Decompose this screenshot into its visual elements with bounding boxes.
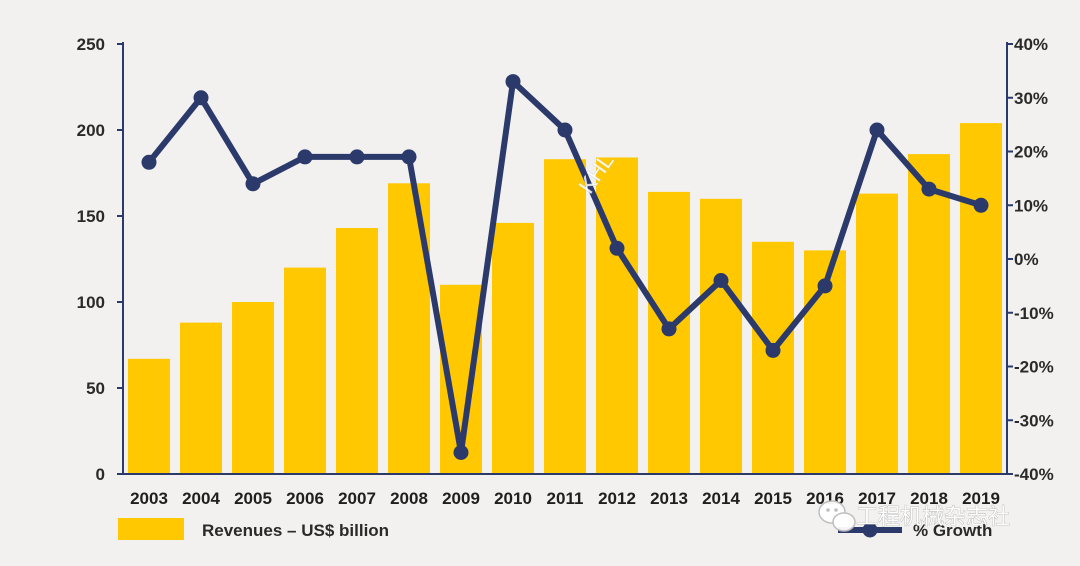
legend-label-revenues: Revenues – US$ billion [202,521,389,540]
bar-2004 [180,322,222,474]
x-tick-label: 2011 [547,489,584,508]
wechat-icon [818,500,856,532]
wechat-icon-eye [826,508,830,512]
bars-layer [128,123,1002,475]
wechat-icon-bubble-small [832,512,856,532]
x-tick-label: 2015 [754,489,792,508]
legend: Revenues – US$ billion % Growth [118,518,992,540]
growth-point-2016 [817,278,833,294]
left-tick-label: 100 [77,293,105,312]
x-tick-label: 2019 [962,489,1000,508]
x-tick-label: 2018 [910,489,948,508]
x-tick-label: 2013 [650,489,688,508]
right-tick-label: 0% [1014,250,1039,269]
bar-2018 [908,154,950,474]
growth-point-2004 [193,90,209,106]
x-tick-label: 2005 [234,489,272,508]
right-tick-label: -10% [1014,304,1054,323]
bar-2005 [232,302,274,474]
bar-2011 [544,159,586,474]
bar-2014 [700,198,742,475]
bar-2010 [492,222,534,474]
right-tick-label: -20% [1014,358,1054,377]
x-tick-label: 2004 [182,489,220,508]
growth-point-2009 [453,445,469,460]
right-tick-label: 30% [1014,89,1048,108]
left-tick-label: 200 [77,121,105,140]
x-tick-label: 2007 [338,489,376,508]
left-tick-label: 0 [96,465,105,484]
left-tick-label: 50 [86,379,105,398]
x-tick-label: 2009 [442,489,480,508]
legend-marker-growth [862,522,878,538]
right-tick-label: 20% [1014,143,1048,162]
left-tick-label: 150 [77,207,105,226]
right-tick-label: -40% [1014,465,1054,484]
axes-layer [117,42,1013,475]
x-tick-label: 2014 [702,489,740,508]
x-tick-label: 2010 [494,489,532,508]
left-tick-label: 250 [77,35,105,54]
x-tick-label: 2006 [286,489,324,508]
bar-2012 [596,157,638,474]
growth-point-2010 [505,74,521,90]
bar-2017 [856,193,898,474]
x-tick-label: 2008 [390,489,428,508]
growth-point-2017 [869,122,885,138]
growth-point-2011 [557,122,573,138]
growth-point-2007 [349,149,365,165]
growth-point-2018 [921,181,937,197]
x-tick-label: 2017 [858,489,896,508]
growth-point-2008 [401,149,417,165]
growth-point-2005 [245,176,261,192]
right-tick-label: 40% [1014,35,1048,54]
growth-point-2012 [609,240,625,256]
legend-label-growth: % Growth [913,521,992,540]
x-tick-label: 2003 [130,489,168,508]
bar-2003 [128,358,170,474]
growth-point-2013 [661,321,677,337]
bar-2006 [284,267,326,474]
legend-swatch-revenues [118,518,184,540]
growth-point-2014 [713,273,729,288]
right-tick-label: -30% [1014,411,1054,430]
growth-point-2003 [141,154,157,170]
right-tick-label: 10% [1014,196,1048,215]
growth-point-2019 [973,197,989,213]
bar-2007 [336,228,378,474]
wechat-icon-eye [834,508,838,512]
growth-line-layer [141,74,989,460]
ticks-layer: 0 50 100 150 200 250 -40% -30% -20% -10% 0% 10% 20% 3… [77,35,1054,508]
growth-point-2015 [765,342,781,358]
x-tick-label: 2012 [598,489,636,508]
watermark-text: 工程机械杂志社 [856,504,1010,529]
growth-point-2006 [297,149,313,165]
bar-2019 [960,123,1002,474]
